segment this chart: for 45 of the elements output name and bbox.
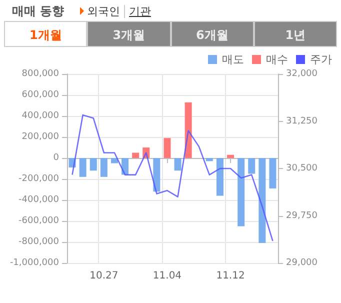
bar <box>227 154 234 158</box>
text: 기관 <box>124 5 151 18</box>
y2-tick-label: 29,750 <box>286 210 318 221</box>
y2-tick-label: 29,000 <box>286 258 318 268</box>
legend-label: 매수 <box>266 53 288 66</box>
y-tick-label: -600,000 <box>18 216 60 226</box>
bar <box>164 138 171 158</box>
bar <box>110 158 118 164</box>
bar <box>153 158 160 192</box>
text: 6개월 <box>170 21 254 47</box>
bar <box>216 158 224 196</box>
bar <box>206 158 213 162</box>
y2-tick-label: 32,000 <box>286 69 318 79</box>
legend-label: 매도 <box>222 53 244 66</box>
bar <box>79 158 86 177</box>
line-series <box>72 114 274 242</box>
legend-label: 주가 <box>310 53 332 66</box>
y-tick-label: 800,000 <box>22 69 60 79</box>
y-tick-label: 600,000 <box>22 90 60 100</box>
text: 외국인 <box>87 5 120 18</box>
x-tick-label: 11.04 <box>152 270 182 282</box>
bar <box>269 158 276 188</box>
text: 1개월 <box>4 21 88 47</box>
x-tick-label: 10.27 <box>90 270 118 282</box>
bar <box>248 158 256 174</box>
y-tick-label: -200,000 <box>18 174 60 184</box>
bar <box>100 158 108 177</box>
bar <box>184 102 192 158</box>
bar <box>238 158 245 226</box>
text: 3개월 <box>87 21 170 47</box>
y2-tick-label: 30,500 <box>286 164 318 174</box>
bar <box>90 158 97 171</box>
y-tick-label: -800,000 <box>18 237 60 247</box>
chart-title: 매매 동향 <box>12 3 64 20</box>
y-tick-label: 400,000 <box>22 111 60 121</box>
y-tick-label: 200,000 <box>22 132 60 142</box>
text: 1년 <box>254 21 337 47</box>
y-tick-label: -1,000,000 <box>10 258 60 268</box>
y-tick-label: 0 <box>53 153 60 163</box>
bar <box>258 158 266 244</box>
bar <box>174 158 182 171</box>
x-tick-label: 11.12 <box>216 270 245 282</box>
y2-tick-label: 31,250 <box>286 116 318 126</box>
y-tick-label: -400,000 <box>18 195 60 205</box>
bar <box>132 152 140 158</box>
